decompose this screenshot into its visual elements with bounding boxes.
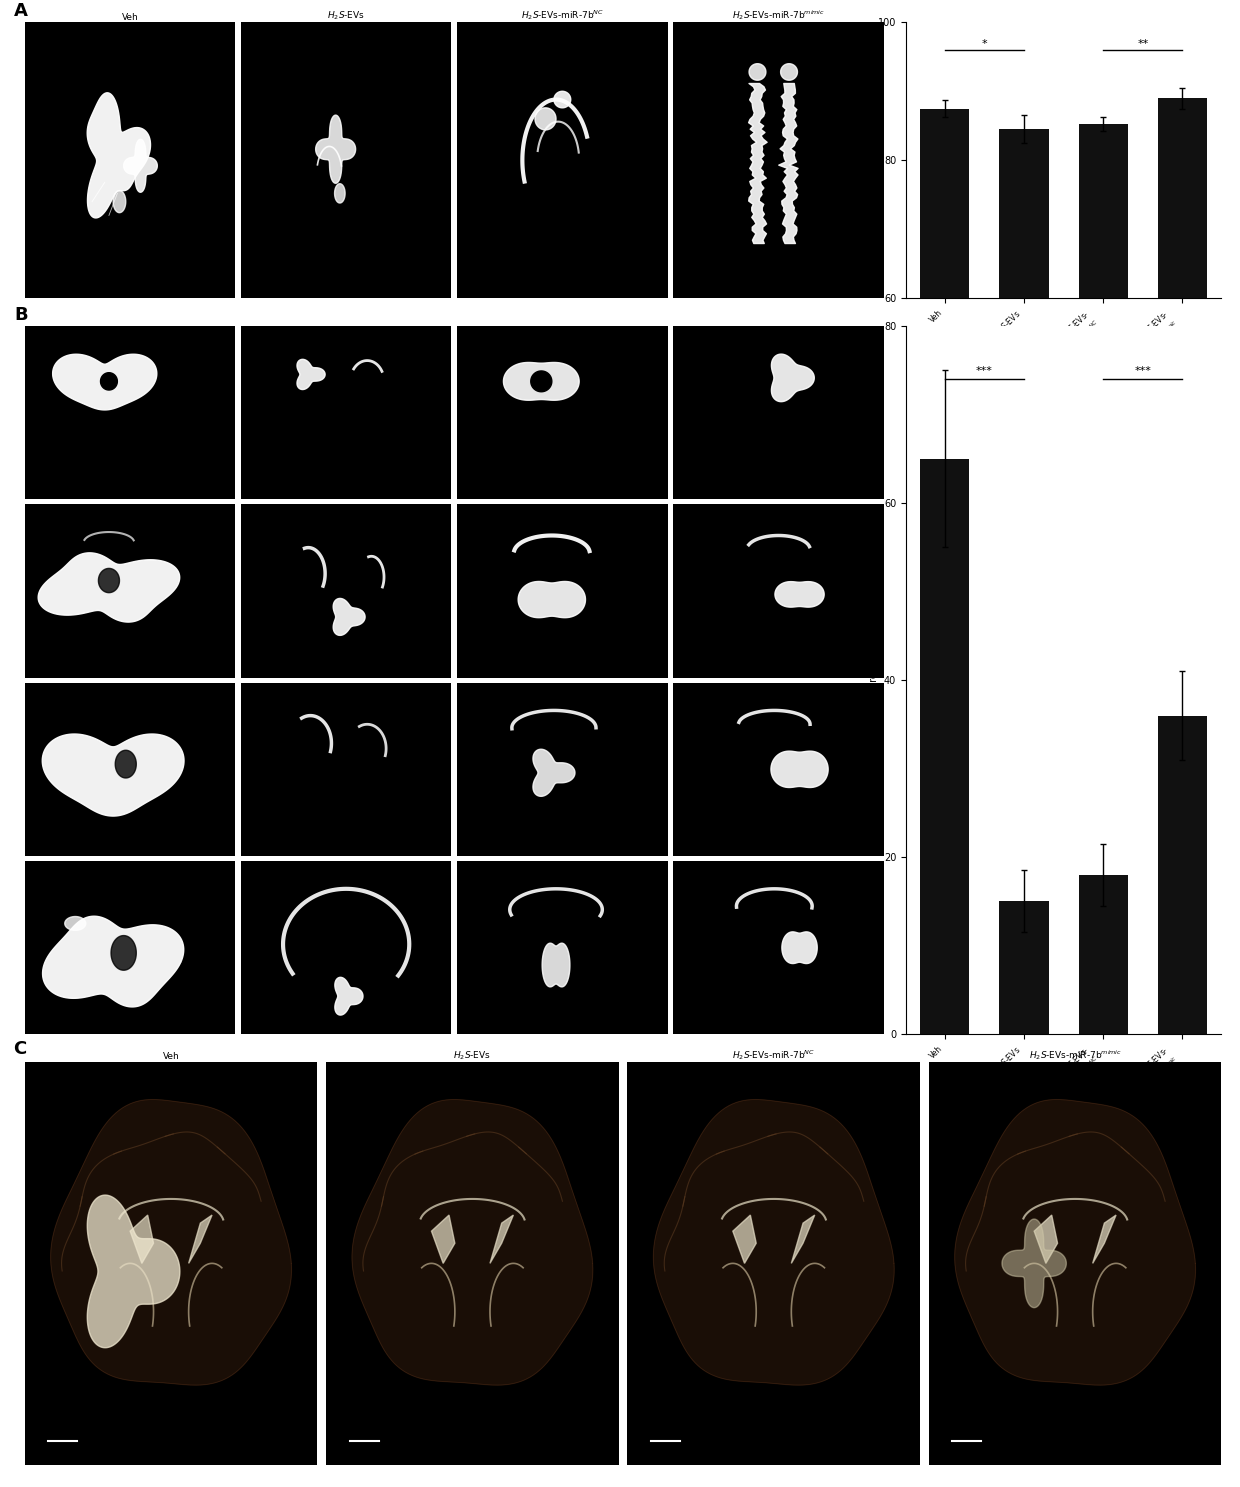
Text: **: ** xyxy=(1137,39,1148,49)
Polygon shape xyxy=(130,1215,154,1264)
Polygon shape xyxy=(298,360,325,390)
Polygon shape xyxy=(1092,1215,1116,1264)
Bar xyxy=(920,109,970,712)
Polygon shape xyxy=(791,1215,815,1264)
Polygon shape xyxy=(711,1399,833,1441)
Text: C: C xyxy=(14,1039,26,1059)
Bar xyxy=(999,129,1049,712)
Polygon shape xyxy=(42,735,184,816)
Bar xyxy=(1158,715,1207,1035)
Polygon shape xyxy=(188,1215,212,1264)
Polygon shape xyxy=(490,1215,513,1264)
Text: ***: *** xyxy=(976,366,993,376)
Polygon shape xyxy=(771,354,815,401)
Polygon shape xyxy=(42,916,184,1007)
Polygon shape xyxy=(113,190,125,213)
Polygon shape xyxy=(1012,1399,1135,1441)
Polygon shape xyxy=(749,64,766,80)
Polygon shape xyxy=(1002,1219,1066,1307)
Polygon shape xyxy=(432,1215,455,1264)
Polygon shape xyxy=(533,749,575,797)
Polygon shape xyxy=(316,114,356,183)
Bar xyxy=(999,901,1049,1035)
Polygon shape xyxy=(64,916,86,931)
Polygon shape xyxy=(115,751,136,778)
Title: $H_2S$-EVs: $H_2S$-EVs xyxy=(454,1050,491,1062)
Text: B: B xyxy=(15,306,29,324)
Polygon shape xyxy=(531,370,552,391)
Polygon shape xyxy=(51,1099,291,1384)
Title: $H_2S$-EVs-miR-7b$^{mimic}$: $H_2S$-EVs-miR-7b$^{mimic}$ xyxy=(1028,1048,1122,1062)
Title: $H_2S$-EVs-miR-7b$^{NC}$: $H_2S$-EVs-miR-7b$^{NC}$ xyxy=(521,9,604,22)
Text: *: * xyxy=(982,39,987,49)
Y-axis label: Corrected infarct volume (%): Corrected infarct volume (%) xyxy=(868,610,878,751)
Text: A: A xyxy=(15,1,29,19)
Title: Veh: Veh xyxy=(162,1053,180,1062)
Bar xyxy=(920,459,970,1035)
Title: $H_2S$-EVs: $H_2S$-EVs xyxy=(327,10,366,22)
Polygon shape xyxy=(112,935,136,970)
Polygon shape xyxy=(503,363,579,400)
Text: ***: *** xyxy=(1135,366,1151,376)
Polygon shape xyxy=(554,91,570,109)
Polygon shape xyxy=(653,1099,894,1384)
Polygon shape xyxy=(733,1215,756,1264)
Polygon shape xyxy=(955,1099,1195,1384)
Polygon shape xyxy=(1034,1215,1058,1264)
Polygon shape xyxy=(100,373,118,390)
Polygon shape xyxy=(124,140,157,192)
Bar xyxy=(1158,98,1207,712)
Polygon shape xyxy=(52,354,156,410)
Polygon shape xyxy=(334,598,365,635)
Title: Veh: Veh xyxy=(122,12,139,21)
Polygon shape xyxy=(782,932,817,964)
Polygon shape xyxy=(534,109,556,129)
Polygon shape xyxy=(87,1196,180,1347)
Polygon shape xyxy=(87,92,150,219)
Y-axis label: Brain water content (%): Brain water content (%) xyxy=(862,101,872,219)
Polygon shape xyxy=(409,1399,532,1441)
Polygon shape xyxy=(335,184,345,204)
Polygon shape xyxy=(542,943,570,987)
Bar xyxy=(1079,125,1128,712)
Polygon shape xyxy=(352,1099,593,1384)
Polygon shape xyxy=(335,977,363,1016)
Bar xyxy=(1079,874,1128,1035)
Polygon shape xyxy=(771,751,828,788)
Polygon shape xyxy=(108,1399,231,1441)
Polygon shape xyxy=(781,64,797,80)
Title: $H_2S$-EVs-miR-7b$^{NC}$: $H_2S$-EVs-miR-7b$^{NC}$ xyxy=(733,1048,816,1062)
Polygon shape xyxy=(775,581,825,607)
Polygon shape xyxy=(98,568,119,593)
Polygon shape xyxy=(38,553,180,622)
Title: $H_2S$-EVs-miR-7b$^{mimic}$: $H_2S$-EVs-miR-7b$^{mimic}$ xyxy=(732,9,825,22)
Polygon shape xyxy=(518,581,585,617)
